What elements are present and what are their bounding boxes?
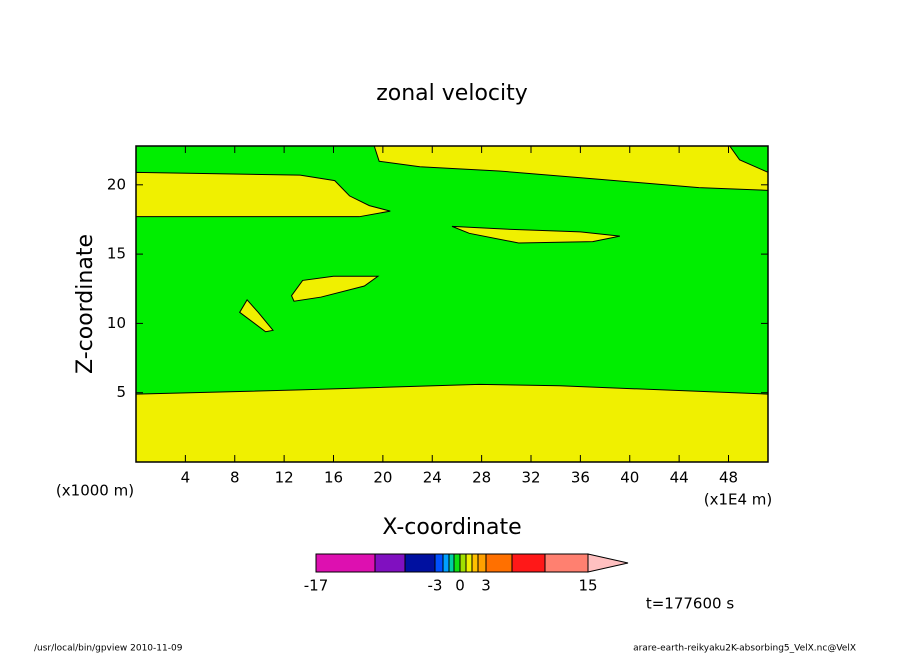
contour-region	[290, 275, 380, 302]
contour-region	[135, 383, 769, 463]
x-tick-label: 12	[275, 469, 294, 487]
colorbar-segment	[442, 553, 450, 573]
footer-left: /usr/local/bin/gpview 2010-11-09	[34, 644, 183, 654]
plot-frame	[135, 145, 769, 463]
colorbar-segment	[374, 553, 406, 573]
contour-region	[451, 225, 620, 244]
x-tick-label: 44	[670, 469, 689, 487]
x-tick-label: 8	[230, 469, 240, 487]
x-tick-label: 28	[472, 469, 491, 487]
colorbar-segment	[434, 553, 444, 573]
x-unit: (x1E4 m)	[704, 491, 773, 509]
colorbar-tick-label: 15	[578, 577, 597, 595]
y-tick-label: 15	[107, 245, 126, 263]
colorbar-segment	[485, 553, 513, 573]
colorbar-tick-label: -17	[304, 577, 329, 595]
colorbar-segment	[511, 553, 546, 573]
colorbar-segment	[453, 553, 461, 573]
y-tick-label: 10	[107, 314, 126, 332]
colorbar-segment	[465, 553, 473, 573]
colorbar-segment	[544, 553, 589, 573]
footer-right: arare-earth-reikyaku2K-absorbing5_VelX.n…	[633, 644, 856, 654]
colorbar-extension	[587, 553, 629, 573]
y-tick-label: 5	[116, 383, 126, 401]
chart-title: zonal velocity	[376, 81, 528, 106]
x-tick-label: 24	[423, 469, 442, 487]
colorbar-tick-label: 3	[481, 577, 491, 595]
contour-region	[373, 145, 769, 191]
contour-region	[135, 171, 391, 218]
x-tick-label: 4	[181, 469, 191, 487]
y-unit: (x1000 m)	[56, 482, 134, 500]
colorbar-segment	[404, 553, 436, 573]
x-tick-label: 20	[373, 469, 392, 487]
contour-region	[239, 298, 274, 333]
x-tick-label: 40	[620, 469, 639, 487]
x-tick-label: 32	[521, 469, 540, 487]
colorbar-tick-label: -3	[428, 577, 443, 595]
y-tick-label: 20	[107, 175, 126, 193]
x-axis-label: X-coordinate	[382, 515, 521, 540]
x-tick-label: 36	[571, 469, 590, 487]
y-axis-label: Z-coordinate	[73, 234, 98, 374]
colorbar-segment	[459, 553, 467, 573]
colorbar-segment	[315, 553, 376, 573]
time-annotation: t=177600 s	[646, 595, 734, 613]
colorbar-tick-label: 0	[455, 577, 465, 595]
x-tick-label: 48	[719, 469, 738, 487]
colorbar-segment	[477, 553, 487, 573]
colorbar-segment	[471, 553, 479, 573]
colorbar-segment	[448, 553, 455, 573]
x-tick-label: 16	[324, 469, 343, 487]
